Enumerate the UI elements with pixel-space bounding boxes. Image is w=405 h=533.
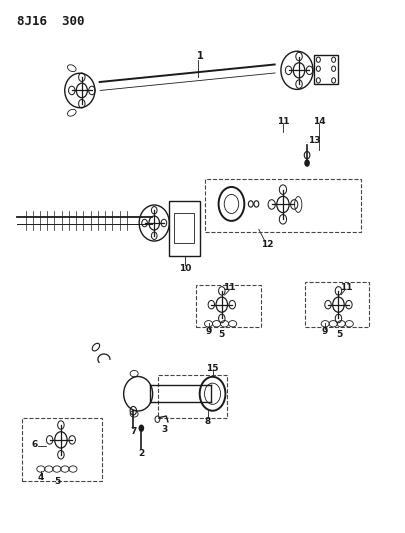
Circle shape <box>139 424 144 432</box>
Bar <box>196 285 261 327</box>
Text: 11: 11 <box>223 283 236 292</box>
Bar <box>314 55 339 84</box>
Text: 9: 9 <box>205 327 212 336</box>
Text: 11: 11 <box>340 282 353 292</box>
Text: 12: 12 <box>261 240 274 249</box>
Bar <box>158 375 227 418</box>
Text: 8: 8 <box>205 417 211 426</box>
Text: 5: 5 <box>55 477 61 486</box>
Circle shape <box>304 159 310 167</box>
Text: 8J16  300: 8J16 300 <box>17 14 85 28</box>
Text: 3: 3 <box>161 425 167 434</box>
Text: 11: 11 <box>277 117 289 126</box>
Text: 9: 9 <box>322 327 328 336</box>
Text: 14: 14 <box>313 117 326 126</box>
Text: 2: 2 <box>138 449 145 458</box>
Bar <box>169 201 200 256</box>
Text: 10: 10 <box>179 264 192 273</box>
Text: 7: 7 <box>130 427 136 437</box>
Text: 5: 5 <box>219 330 225 339</box>
Text: 13: 13 <box>308 136 320 146</box>
Bar <box>21 418 102 481</box>
Text: 15: 15 <box>206 364 219 373</box>
Text: 6: 6 <box>31 440 38 449</box>
Text: 4: 4 <box>38 473 44 482</box>
Text: 5: 5 <box>336 330 342 339</box>
Bar <box>305 282 369 327</box>
Text: 1: 1 <box>197 51 204 61</box>
Bar <box>205 179 361 232</box>
Bar <box>174 214 194 243</box>
